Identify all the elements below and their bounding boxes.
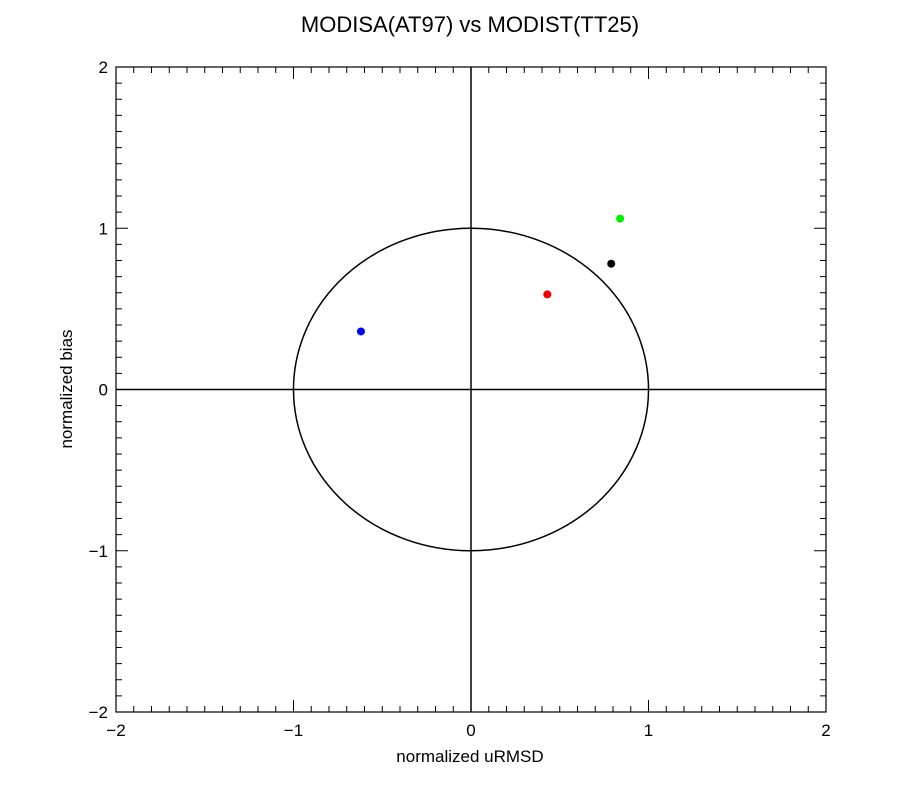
plot-area: −2 −1 0 1 2 −2 −1 0 1 2	[89, 58, 831, 740]
unit-circle	[292, 227, 650, 552]
y-tick-label: −1	[89, 542, 108, 561]
y-tick-label: 2	[99, 58, 108, 77]
y-axis-label: normalized bias	[57, 329, 76, 448]
y-tick-label: −2	[89, 703, 108, 722]
y-tick-label: 0	[99, 381, 108, 400]
data-point	[607, 259, 616, 268]
x-tick-label: 1	[644, 721, 653, 740]
data-point	[616, 214, 625, 223]
x-tick-label: −2	[106, 721, 125, 740]
x-tick-label: −1	[284, 721, 303, 740]
x-tick-label: 0	[466, 721, 475, 740]
data-point	[356, 327, 365, 336]
data-point	[543, 290, 552, 299]
x-axis-label: normalized uRMSD	[396, 747, 543, 766]
chart-title: MODISA(AT97) vs MODIST(TT25)	[301, 12, 639, 37]
x-tick-label: 2	[821, 721, 830, 740]
y-tick-label: 1	[99, 219, 108, 238]
